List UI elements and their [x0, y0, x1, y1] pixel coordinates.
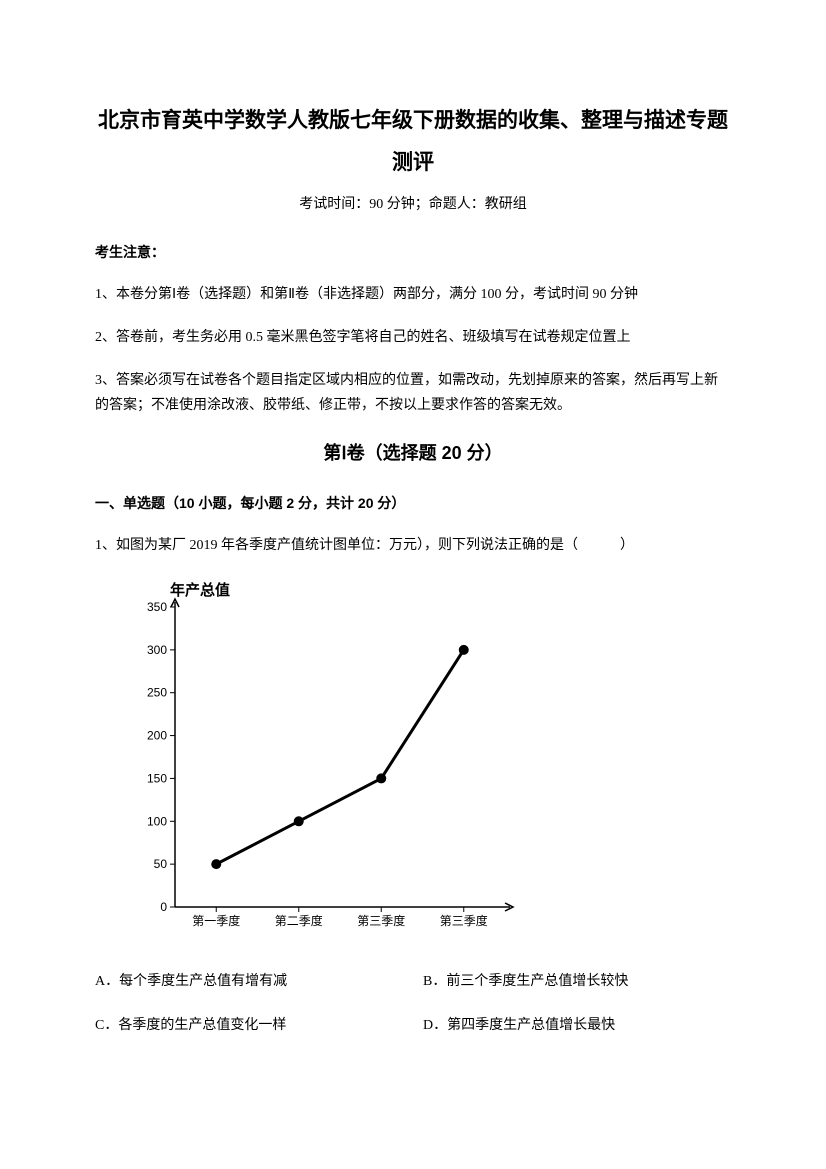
section-header: 第Ⅰ卷（选择题 20 分） — [95, 439, 731, 468]
svg-text:第三季度: 第三季度 — [357, 913, 405, 928]
notice-item: 3、答案必须写在试卷各个题目指定区域内相应的位置，如需改动，先划掉原来的答案，然… — [95, 368, 731, 418]
svg-text:第一季度: 第一季度 — [192, 913, 240, 928]
svg-text:200: 200 — [147, 729, 167, 743]
option-d: D．第四季度生产总值增长最快 — [423, 1015, 731, 1037]
answer-options: A．每个季度生产总值有增有减 B．前三个季度生产总值增长较快 C．各季度的生产总… — [95, 971, 731, 1038]
notice-header: 考生注意： — [95, 241, 731, 263]
subsection-header: 一、单选题（10 小题，每小题 2 分，共计 20 分） — [95, 492, 731, 514]
svg-text:50: 50 — [154, 857, 168, 871]
svg-text:350: 350 — [147, 600, 167, 614]
svg-text:第二季度: 第二季度 — [275, 913, 323, 928]
question-text: 1、如图为某厂 2019 年各季度产值统计图单位：万元），则下列说法正确的是（ … — [95, 535, 731, 557]
exam-title: 北京市育英中学数学人教版七年级下册数据的收集、整理与描述专题测评 — [95, 100, 731, 184]
notice-item: 2、答卷前，考生务必用 0.5 毫米黑色签字笔将自己的姓名、班级填写在试卷规定位… — [95, 325, 731, 350]
svg-text:150: 150 — [147, 772, 167, 786]
svg-text:250: 250 — [147, 686, 167, 700]
option-c: C．各季度的生产总值变化一样 — [95, 1015, 403, 1037]
exam-info: 考试时间：90 分钟；命题人：教研组 — [95, 194, 731, 216]
svg-text:0: 0 — [160, 900, 167, 914]
svg-text:年产总值: 年产总值 — [170, 581, 230, 599]
svg-text:第三季度: 第三季度 — [440, 913, 488, 928]
option-a: A．每个季度生产总值有增有减 — [95, 971, 403, 993]
line-chart: 年产总值 0 50 100 150 200 250 300 350 第一季度 第二季度 第三季度 第三季… — [125, 577, 731, 945]
svg-text:100: 100 — [147, 814, 167, 828]
svg-text:300: 300 — [147, 643, 167, 657]
notice-item: 1、本卷分第Ⅰ卷（选择题）和第Ⅱ卷（非选择题）两部分，满分 100 分，考试时间… — [95, 282, 731, 307]
option-b: B．前三个季度生产总值增长较快 — [423, 971, 731, 993]
